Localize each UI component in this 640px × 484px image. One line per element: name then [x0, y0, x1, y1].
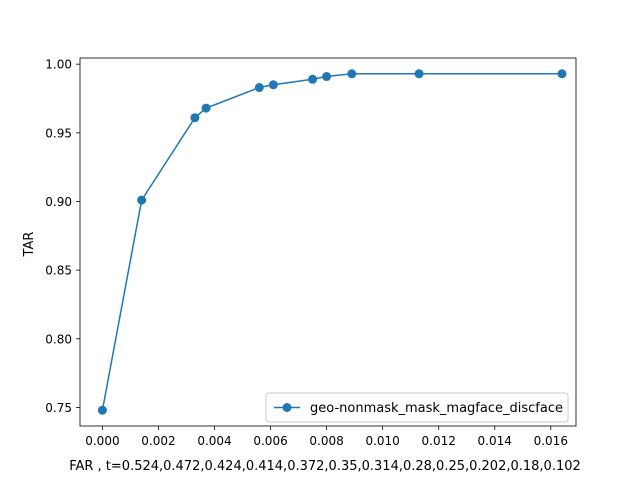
legend-frame [265, 392, 569, 423]
x-tick-label: 0.014 [478, 434, 512, 448]
x-axis-label: FAR , t=0.524,0.472,0.424,0.414,0.372,0.… [69, 459, 581, 474]
data-point [347, 69, 357, 79]
x-tick-label: 0.012 [422, 434, 456, 448]
data-point [308, 74, 318, 84]
y-tick-label: 0.90 [45, 195, 72, 209]
x-tick-label: 0.000 [85, 434, 119, 448]
legend-series-marker [282, 403, 292, 412]
x-tick-label: 0.008 [309, 434, 343, 448]
series-layer [97, 69, 567, 415]
y-axis-label: TAR [22, 232, 37, 258]
y-tick-label: 0.80 [45, 332, 72, 346]
y-tick-label: 0.75 [45, 401, 72, 415]
data-point [557, 69, 567, 79]
data-point [190, 113, 200, 123]
data-point [414, 69, 424, 79]
x-axis-ticks: 0.000 0.002 0.004 0.006 0.008 0.010 0.012 0.014… [85, 426, 568, 448]
data-point [268, 80, 278, 90]
data-point [201, 103, 211, 113]
x-tick-label: 0.016 [534, 434, 568, 448]
y-tick-label: 0.85 [45, 264, 72, 278]
y-tick-label: 1.00 [45, 58, 72, 72]
data-point [322, 72, 332, 82]
data-point [137, 195, 147, 205]
plot-frame [79, 57, 577, 427]
x-tick-label: 0.006 [253, 434, 287, 448]
x-tick-label: 0.004 [197, 434, 231, 448]
data-point [254, 83, 264, 93]
y-tick-label: 0.95 [45, 126, 72, 140]
data-point [97, 405, 107, 415]
y-axis-ticks: 0.75 0.80 0.85 0.90 0.95 1.00 [45, 58, 80, 415]
x-tick-label: 0.002 [141, 434, 175, 448]
x-tick-label: 0.010 [365, 434, 399, 448]
legend: geo-nonmask_mask_magface_discface [265, 392, 569, 423]
legend-series-label: geo-nonmask_mask_magface_discface [310, 401, 563, 416]
